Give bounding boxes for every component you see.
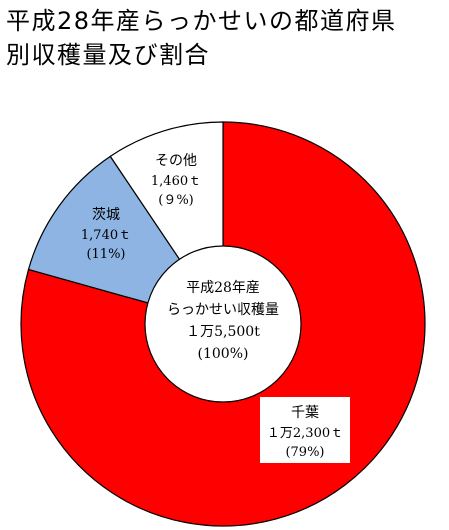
slice-label-other-percent: (９%) [158,193,194,208]
slice-label-chiba-name: 千葉 [291,405,319,421]
slice-label-ibaraki-percent: (11%) [86,247,125,262]
center-label: 平成28年産 らっかせい収穫量 １万5,500t (100%) [167,280,279,362]
slice-label-ibaraki-value: 1,740ｔ [81,228,131,243]
donut-hole [144,245,302,403]
slice-label-other-value: 1,460ｔ [151,174,201,189]
slice-label-ibaraki: 茨城 1,740ｔ (11%) [81,207,131,262]
center-label-line-3: １万5,500t [186,324,260,340]
slice-label-chiba-box [260,397,350,463]
slice-label-other: その他 1,460ｔ (９%) [151,153,201,208]
slice-label-chiba: 千葉 １万2,300ｔ (79%) [260,397,350,463]
center-label-line-4: (100%) [198,346,249,362]
slice-label-chiba-value: １万2,300ｔ [267,426,343,441]
chart-title: 平成28年産らっかせいの都道府県 別収穫量及び割合 [6,4,397,72]
slice-label-chiba-percent: (79%) [285,445,324,460]
slice-label-ibaraki-name: 茨城 [92,207,120,223]
chart-title-line-1: 平成28年産らっかせいの都道府県 [6,7,397,35]
slice-label-other-name: その他 [155,153,197,169]
center-label-line-2: らっかせい収穫量 [167,302,279,318]
chart-title-line-2: 別収穫量及び割合 [6,41,210,69]
center-label-line-1: 平成28年産 [186,280,260,296]
